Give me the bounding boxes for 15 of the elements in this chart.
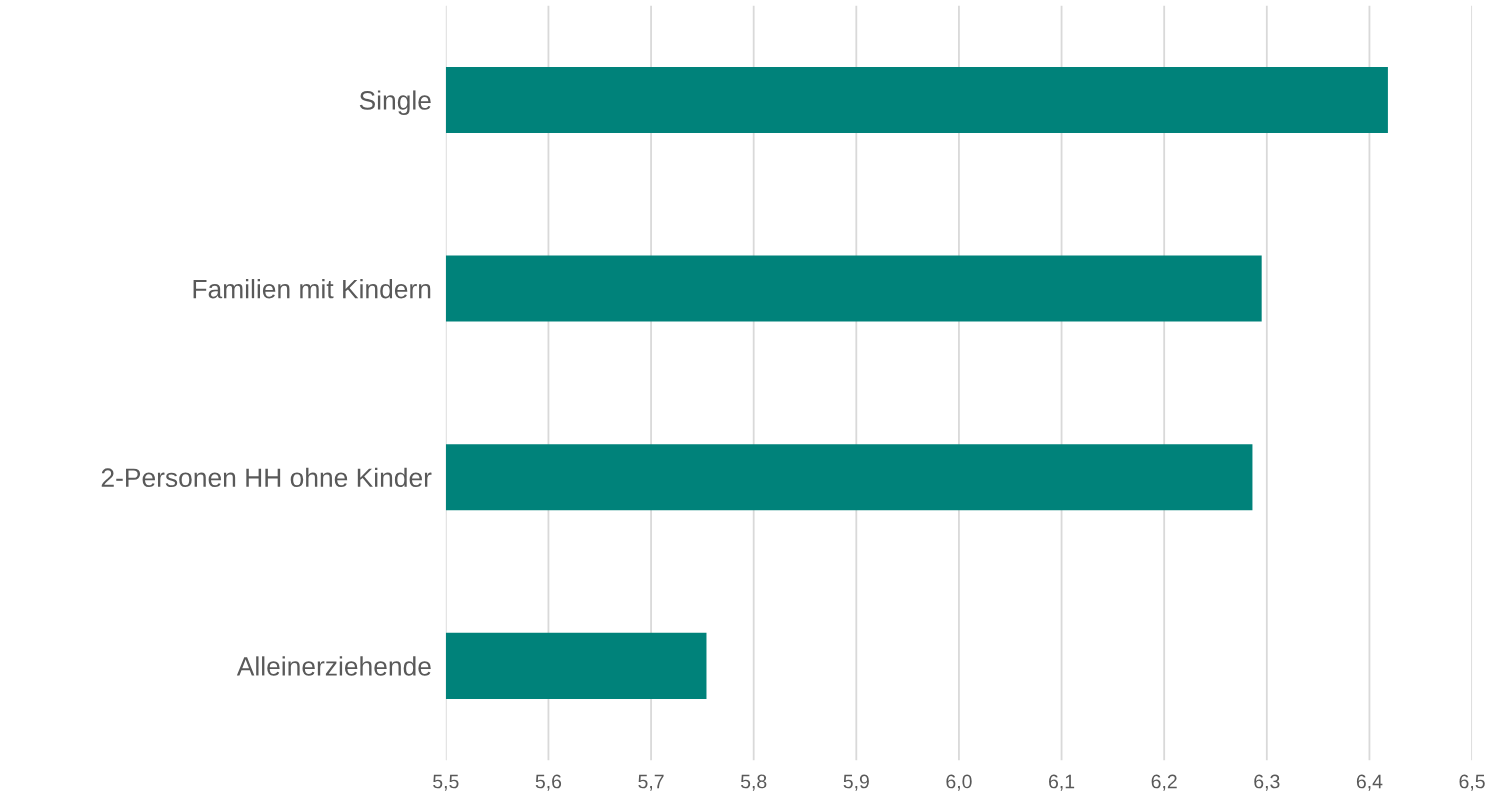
x-tick-label: 6,5 [1459,774,1485,791]
x-tick-label: 6,2 [1151,774,1177,791]
x-tick-label: 6,0 [946,774,972,791]
x-tick-label: 5,6 [535,774,562,791]
x-tick-label: 5,7 [638,774,664,791]
y-tick-label: Familien mit Kindern [193,279,431,299]
x-tick-label: 5,9 [843,774,869,791]
x-tick-label: 6,3 [1254,774,1280,791]
y-tick-label: 2-Personen HH ohne Kinder [101,467,432,488]
y-tick-label: Alleinerziehende [236,656,431,676]
y-tick-label: Single [359,90,431,115]
x-tick-label: 6,1 [1049,774,1075,791]
x-tick-label: 5,5 [433,774,459,791]
x-tick-label: 5,8 [740,774,767,791]
x-tick-label: 6,4 [1356,774,1383,791]
